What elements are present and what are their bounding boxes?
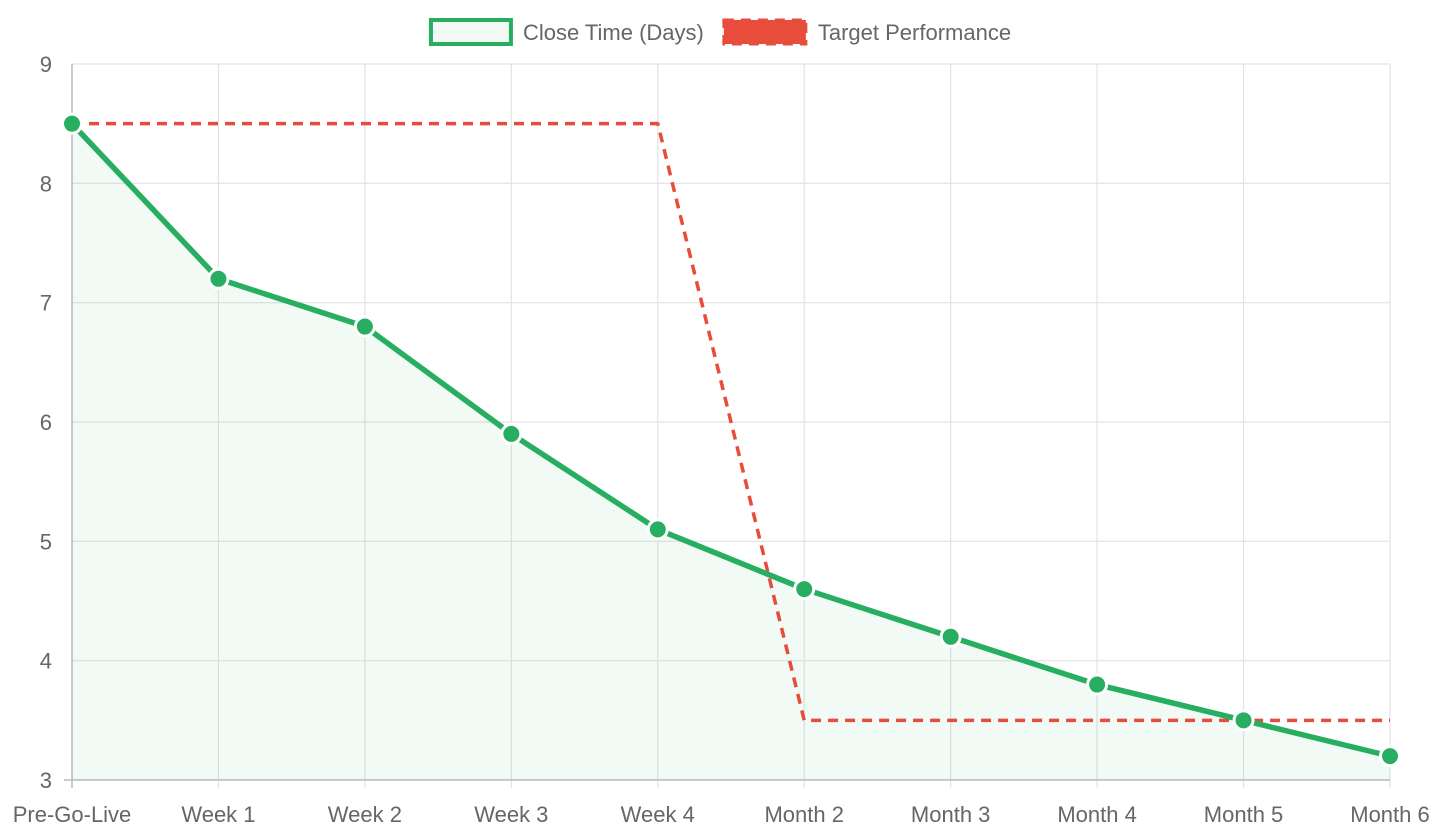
legend-item-0[interactable]: Close Time (Days): [428, 18, 704, 46]
data-point[interactable]: [1232, 709, 1255, 732]
x-tick-label: Month 2: [764, 802, 844, 827]
data-point[interactable]: [793, 578, 816, 601]
data-point[interactable]: [939, 625, 962, 648]
legend-label: Close Time (Days): [523, 20, 704, 45]
x-tick-label: Week 2: [328, 802, 402, 827]
data-point[interactable]: [353, 315, 376, 338]
y-tick-label: 6: [40, 410, 52, 435]
y-tick-label: 5: [40, 529, 52, 554]
data-point[interactable]: [207, 267, 230, 290]
series-line-1: [72, 121, 1390, 723]
data-point[interactable]: [1379, 745, 1401, 768]
legend[interactable]: Close Time (Days) Target Performance: [428, 18, 1011, 46]
grid: [71, 63, 1391, 788]
y-tick-label: 7: [40, 291, 52, 316]
x-tick-label: Week 1: [181, 802, 255, 827]
legend-item-1[interactable]: Target Performance: [722, 18, 1011, 46]
x-tick-label: Week 3: [474, 802, 548, 827]
y-tick-label: 4: [40, 649, 52, 674]
tick-labels: 3 4 5 6 7 8 9 Pre-Go-Live Week 1 Week 2 Week 3 Week…: [13, 52, 1430, 827]
x-tick-label: Week 4: [621, 802, 695, 827]
y-tick-label: 3: [40, 768, 52, 793]
legend-swatch: [722, 18, 808, 46]
data-point[interactable]: [61, 112, 83, 135]
x-tick-label: Month 4: [1057, 802, 1137, 827]
series: [61, 112, 1401, 780]
legend-swatch: [428, 18, 513, 46]
series-area-0: [72, 123, 1390, 780]
x-tick-label: Month 3: [911, 802, 991, 827]
y-tick-label: 8: [40, 171, 52, 196]
data-point[interactable]: [646, 518, 669, 541]
data-point[interactable]: [500, 422, 523, 445]
x-tick-label: Month 5: [1204, 802, 1284, 827]
series-line-0: [70, 121, 1391, 759]
y-tick-label: 9: [40, 52, 52, 77]
x-tick-label: Month 6: [1350, 802, 1430, 827]
data-point[interactable]: [1086, 673, 1109, 696]
axes: [64, 64, 1390, 788]
x-tick-label: Pre-Go-Live: [13, 802, 132, 827]
legend-label: Target Performance: [818, 20, 1011, 45]
